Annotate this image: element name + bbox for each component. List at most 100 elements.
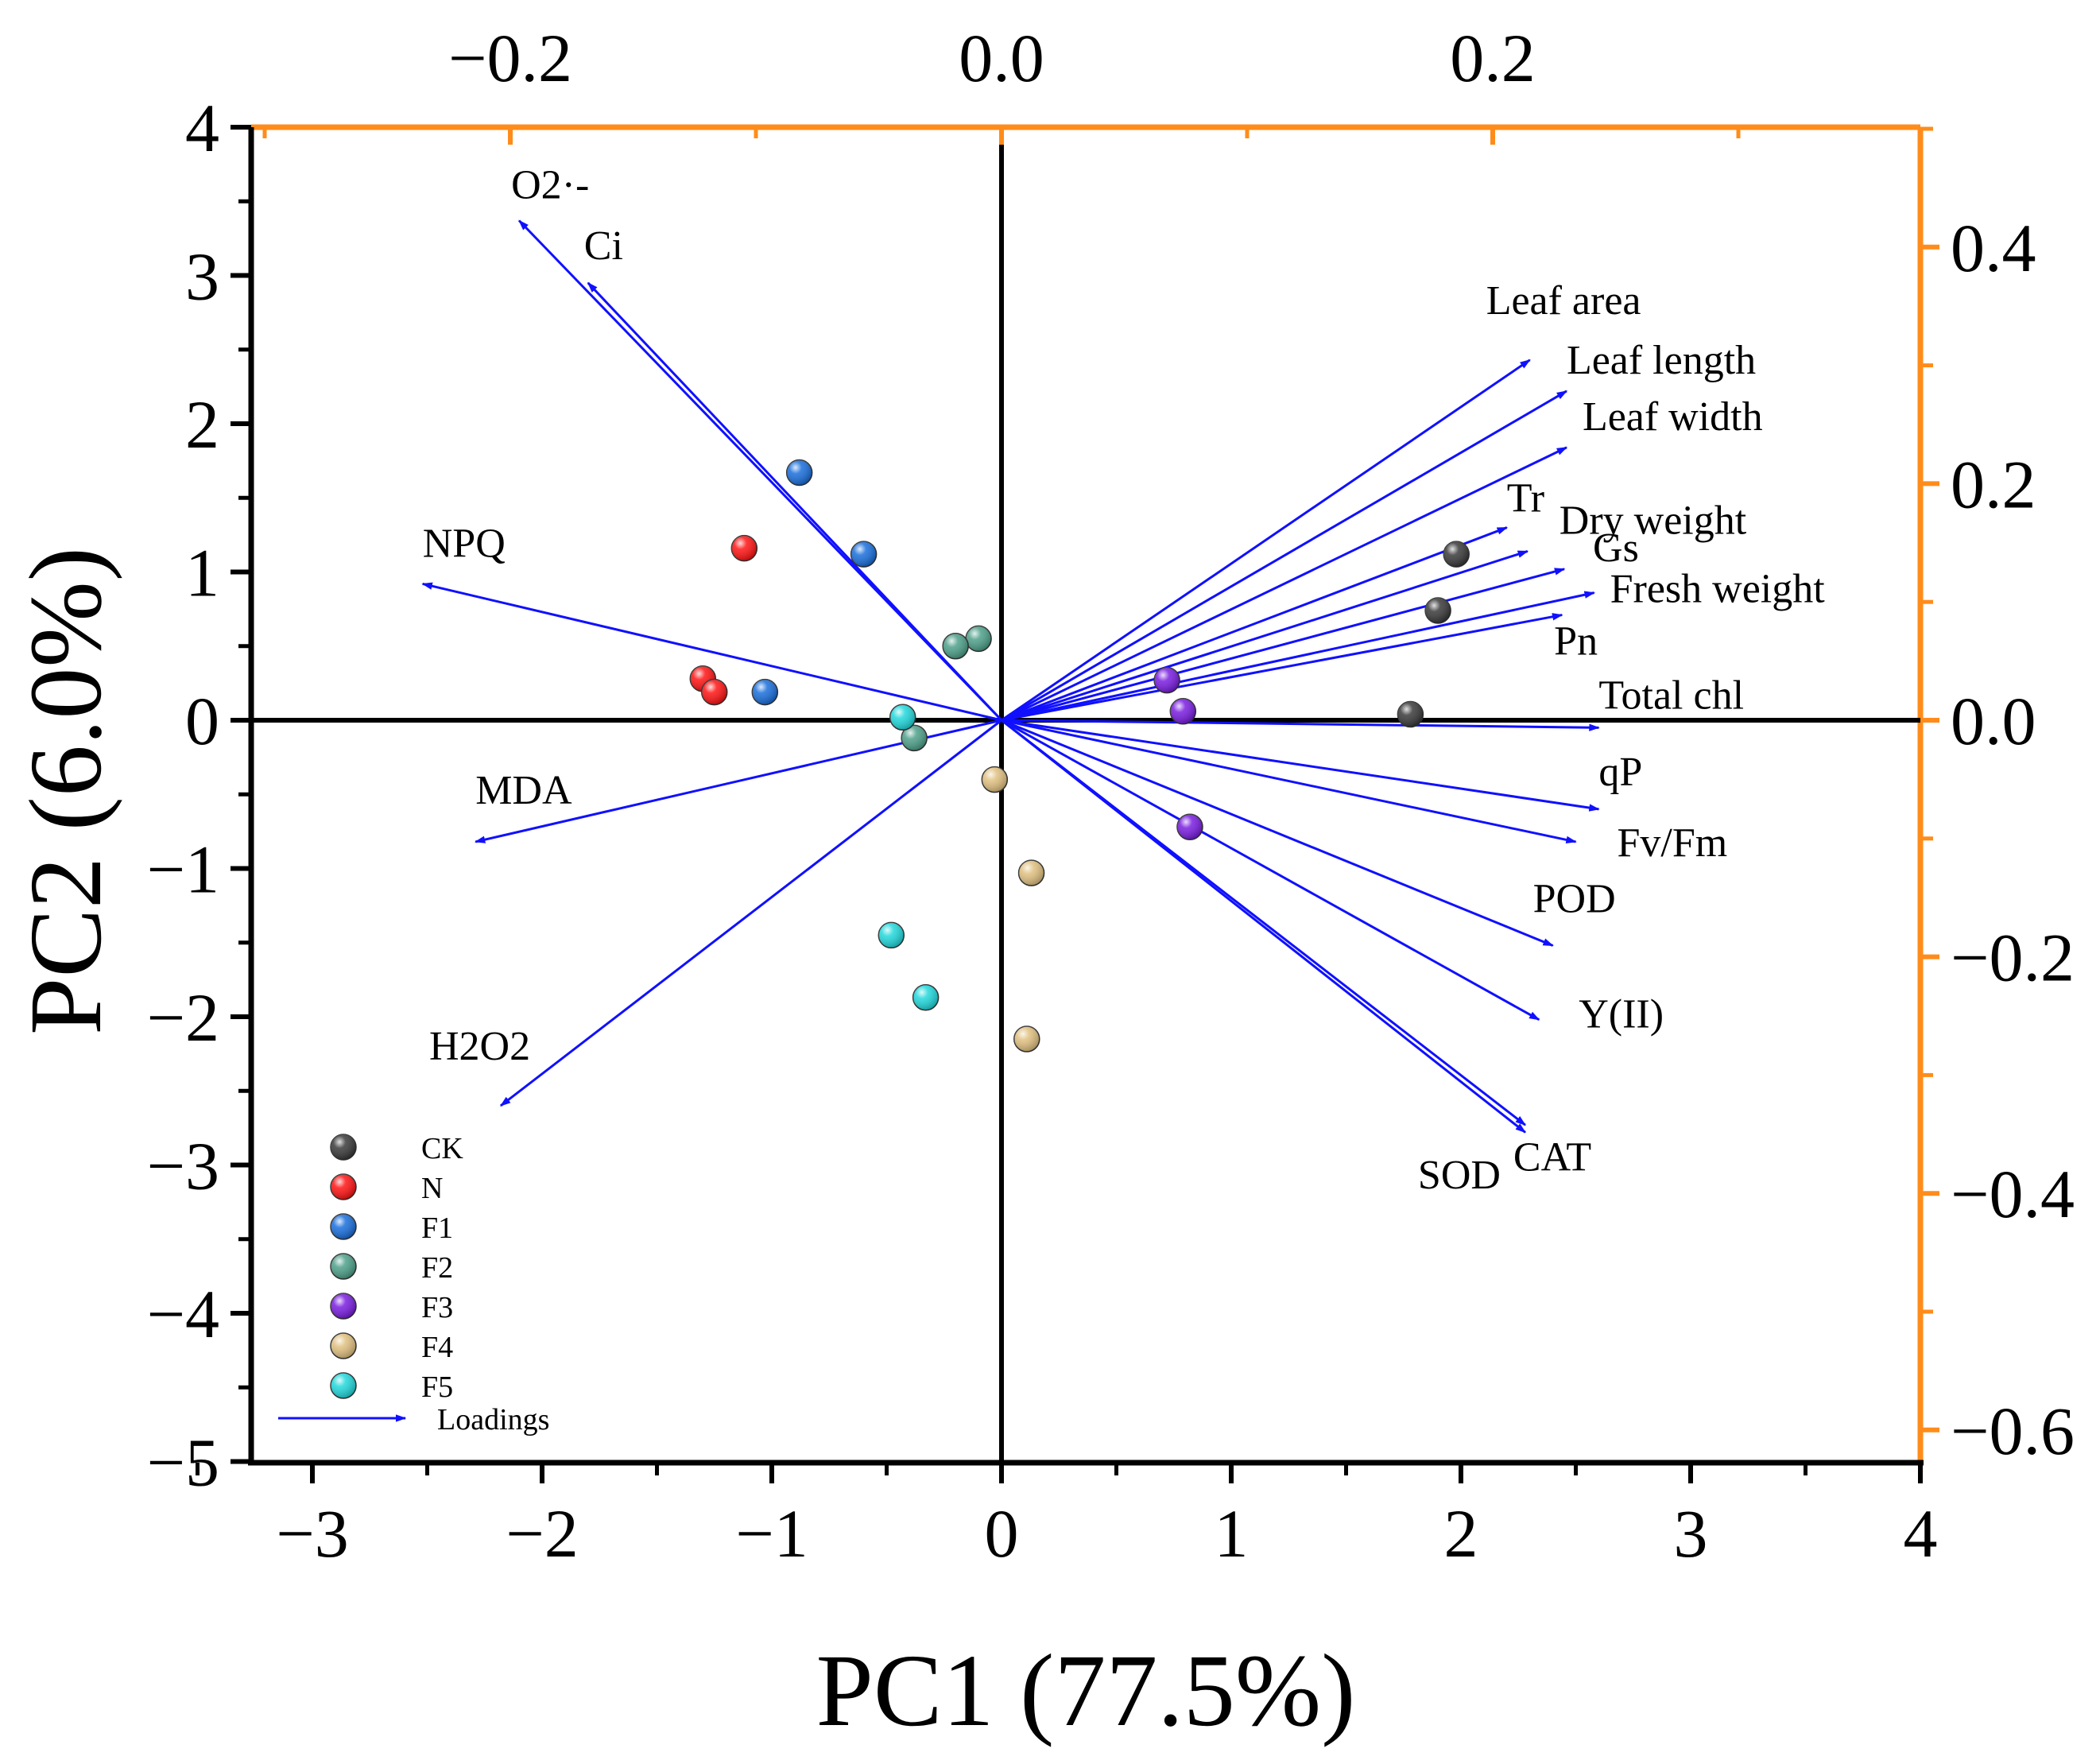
axis-ticks: −3 −2 −1 0 1 2 3 4 −5 −4 −3 −2 −1 0 1 2 3 4 −0.2 0.0 0.2 0.4 0… [146,20,2075,1572]
score-point-shine [982,766,1008,793]
loading-arrow [1001,719,1600,731]
top-tick-label: −0.2 [448,20,572,96]
y-tick-label: 3 [185,238,219,315]
loading-label: H2O2 [429,1024,530,1069]
legend-loadings-label: Loadings [437,1403,549,1436]
loading-arrow [1001,591,1595,722]
x-tick-label: −3 [276,1495,349,1572]
legend-label: F4 [421,1331,453,1364]
loading-arrow [1001,719,1577,844]
legend-label: F1 [421,1212,453,1245]
loading-vectors [421,219,1600,1134]
x-tick-label: 3 [1674,1495,1708,1572]
loading-label: Pn [1554,619,1598,665]
y-tick-label: 1 [185,535,219,611]
score-point-shine [1176,814,1203,840]
y-tick-label: −5 [146,1425,219,1501]
score-point-shine [1018,860,1044,886]
loading-label: Ci [584,223,623,269]
loading-label: Leaf area [1486,278,1641,324]
y-tick-label: 0 [185,683,219,759]
loading-label: Leaf width [1583,394,1763,440]
legend-marker-shine [331,1174,356,1200]
loading-arrow [499,719,1002,1107]
loading-labels: O2·- Ci NPQ MDA H2O2 Leaf area Leaf length Leaf… [423,162,1826,1198]
legend-marker-shine [331,1214,356,1239]
score-point-shine [878,922,905,948]
score-point-shine [901,725,928,751]
score-point-shine [943,633,969,659]
x-tick-label: 4 [1904,1495,1938,1572]
legend-label: F2 [421,1251,453,1285]
loading-arrow [587,281,1003,722]
loading-label: Leaf length [1567,338,1756,383]
top-tick-label: 0.0 [959,20,1044,96]
y-tick-label: 4 [185,90,219,166]
loading-label: Total chl [1598,673,1744,718]
y-axis-title: PC2 (6.0%) [9,547,123,1035]
loading-arrow [1001,613,1563,722]
right-tick-label: 0.4 [1951,210,2036,286]
score-point-shine [912,984,939,1010]
score-points [689,459,1470,1053]
loading-arrow [421,582,1002,722]
y-tick-label: −3 [146,1128,219,1204]
loading-arrow [1001,568,1566,722]
loading-arrow [518,219,1003,722]
x-tick-label: 0 [985,1495,1019,1572]
loading-arrow [1001,719,1554,947]
legend-marker-shine [331,1373,356,1398]
y-tick-label: −2 [146,979,219,1056]
score-point-shine [1154,667,1180,693]
legend: Loadings CK N F1 F2 F3 F4 F5 [278,1132,549,1436]
legend-label: F5 [421,1370,453,1404]
right-tick-label: −0.6 [1951,1393,2075,1469]
legend-label: F3 [421,1291,453,1324]
y-tick-label: −4 [146,1276,219,1352]
score-point-shine [701,679,727,705]
score-point-shine [786,459,812,486]
right-tick-label: 0.0 [1951,683,2036,759]
legend-label: N [421,1172,443,1205]
score-point-shine [752,679,778,705]
loading-arrow [1001,719,1600,812]
loading-label: MDA [475,768,572,813]
score-point-shine [850,541,877,568]
loading-label: Tr [1507,476,1544,521]
loading-label: Fresh weight [1610,567,1826,612]
legend-marker-shine [331,1254,356,1279]
score-point-shine [731,535,757,561]
top-tick-label: 0.2 [1450,20,1536,96]
loading-label: Fv/Fm [1618,820,1728,866]
loading-arrow [1001,719,1526,1126]
loading-label: POD [1533,876,1616,921]
right-tick-label: −0.4 [1951,1156,2075,1232]
score-point-shine [1013,1025,1040,1052]
score-point-shine [966,626,992,652]
score-point-shine [1170,698,1196,724]
loading-label: NPQ [423,521,506,566]
loading-label: SOD [1418,1153,1501,1198]
loading-arrow [1001,719,1540,1022]
x-tick-label: 2 [1444,1495,1478,1572]
y-tick-label: 2 [185,386,219,463]
x-tick-label: −1 [735,1495,808,1572]
legend-marker-shine [331,1134,356,1160]
y-tick-label: −1 [146,832,219,908]
loading-label: qP [1598,750,1642,795]
score-point-shine [1443,541,1470,568]
x-axis-title: PC1 (77.5%) [816,1634,1356,1748]
loading-label: Y(II) [1579,992,1664,1037]
x-tick-label: −2 [506,1495,579,1572]
right-tick-label: 0.2 [1951,446,2036,522]
legend-marker-shine [331,1293,356,1319]
loading-arrow [1001,549,1529,722]
loading-arrow [1001,390,1568,722]
loading-arrow [1001,526,1509,722]
score-point-shine [1425,597,1451,623]
right-tick-label: −0.2 [1951,920,2075,996]
loading-label: Gs [1593,525,1639,571]
loading-label: O2·- [511,162,589,207]
score-point-shine [1397,701,1424,727]
